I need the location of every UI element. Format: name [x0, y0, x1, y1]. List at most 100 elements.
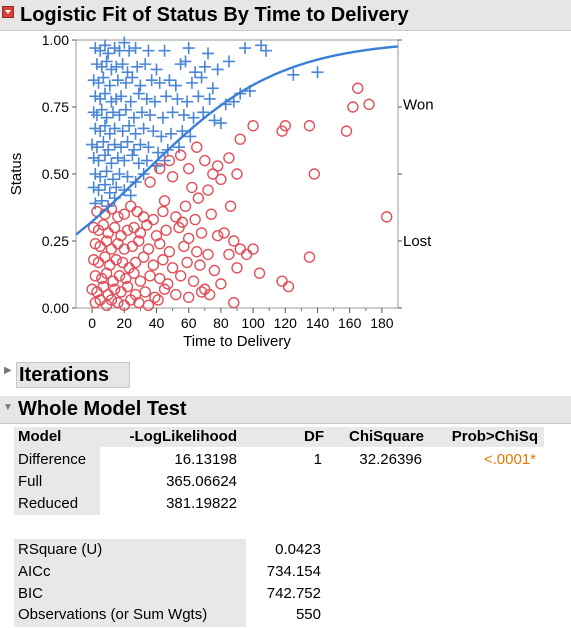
lost-point-marker [147, 259, 159, 271]
won-point-marker [108, 42, 121, 55]
won-point-marker [136, 106, 149, 119]
won-point-marker [202, 47, 215, 60]
lost-point-marker [228, 296, 240, 309]
x-tick-label: 20 [117, 315, 133, 331]
won-point-marker [127, 111, 140, 124]
iterations-header[interactable]: Iterations [16, 362, 130, 388]
won-point-marker [108, 122, 121, 135]
lost-point-marker [142, 299, 155, 312]
col-header-model: Model [18, 428, 62, 445]
won-point-marker [87, 181, 100, 194]
lost-point-marker [203, 288, 216, 301]
fit-stat-label: RSquare (U) [18, 541, 103, 558]
lost-point-marker [182, 291, 195, 303]
lost-point-marker [202, 184, 214, 196]
fit-stat-value: 734.154 [266, 563, 321, 580]
lost-point-marker [211, 229, 224, 242]
won-point-marker [121, 135, 134, 148]
won-point-marker [287, 68, 300, 81]
won-point-marker [118, 36, 131, 49]
won-point-marker [94, 92, 107, 105]
lost-point-marker [105, 294, 118, 306]
lost-point-marker [108, 283, 121, 295]
lost-point-marker [303, 251, 316, 263]
won-point-marker [118, 154, 131, 167]
won-point-marker [105, 95, 118, 108]
lost-point-marker [224, 200, 237, 212]
won-point-marker [126, 149, 139, 162]
won-point-marker [108, 138, 121, 151]
lost-point-marker [352, 82, 364, 94]
lost-point-marker [133, 235, 145, 247]
won-point-marker [197, 106, 210, 119]
lost-point-marker [223, 152, 235, 164]
lost-point-marker [157, 254, 169, 266]
won-point-marker [118, 184, 131, 197]
table-row-loglik: 365.06624 [166, 473, 237, 490]
won-point-marker [92, 154, 105, 167]
won-point-marker [100, 111, 113, 124]
table-row-model: Full [18, 473, 43, 490]
lost-point-marker [118, 208, 131, 220]
fit-stat-label: BIC [18, 585, 44, 602]
won-point-marker [206, 82, 219, 95]
won-point-marker [208, 114, 221, 127]
report-title: Logistic Fit of Status By Time to Delive… [20, 4, 409, 26]
lost-point-marker [247, 120, 259, 132]
won-point-marker [134, 79, 147, 92]
won-point-marker [94, 170, 107, 183]
lost-point-marker [215, 278, 227, 290]
won-point-marker [124, 189, 137, 202]
won-point-marker [102, 47, 115, 60]
won-point-marker [192, 90, 205, 103]
won-point-marker [164, 127, 177, 140]
lost-point-marker [134, 227, 147, 239]
won-point-marker [121, 66, 134, 79]
won-point-marker [86, 138, 99, 151]
lost-point-marker [202, 248, 214, 261]
fit-stat-value: 0.0423 [275, 541, 321, 558]
won-point-marker [134, 138, 147, 151]
won-point-marker [131, 60, 144, 73]
lost-point-marker [173, 221, 185, 234]
won-point-marker [181, 95, 194, 108]
lost-point-marker [141, 219, 153, 231]
lost-point-marker [178, 240, 190, 253]
won-point-marker [95, 103, 108, 116]
won-point-marker [107, 173, 120, 186]
won-point-marker [94, 44, 107, 57]
x-tick-label: 40 [149, 315, 165, 331]
lost-point-marker [308, 168, 320, 180]
won-point-marker [148, 95, 161, 108]
table-row-model: Difference [18, 451, 87, 468]
lost-point-marker [223, 248, 235, 261]
disclosure-open-icon[interactable]: ▼ [3, 402, 13, 413]
won-point-marker [113, 168, 126, 180]
won-point-marker [103, 79, 116, 92]
lost-point-marker [215, 173, 227, 186]
won-point-marker [169, 79, 182, 92]
won-point-marker [98, 87, 111, 100]
won-point-marker [166, 106, 179, 119]
table-row-model: Reduced [18, 495, 79, 512]
col-header-prob: Prob>ChiSq [451, 428, 538, 445]
lost-point-marker [158, 283, 171, 295]
disclosure-closed-icon[interactable]: ▶ [4, 365, 12, 376]
won-point-marker [132, 87, 145, 100]
lost-point-marker [195, 286, 208, 298]
whole-model-test-header[interactable]: ▼ Whole Model Test [0, 396, 571, 424]
fit-stat-label: Observations (or Sum Wgts) [18, 606, 208, 623]
lost-point-marker [381, 211, 393, 223]
won-point-marker [98, 178, 111, 191]
won-point-marker [98, 119, 111, 132]
lost-point-marker [158, 195, 171, 207]
table-row-loglik: 16.13198 [174, 451, 237, 468]
red-triangle-menu-icon[interactable] [2, 6, 14, 18]
won-point-marker [203, 92, 216, 105]
won-point-marker [132, 157, 145, 170]
won-point-marker [113, 109, 126, 122]
won-point-marker [142, 44, 155, 57]
won-point-marker [98, 39, 111, 52]
table-row-chisq: 32.26396 [359, 451, 422, 468]
won-point-marker [179, 55, 192, 68]
